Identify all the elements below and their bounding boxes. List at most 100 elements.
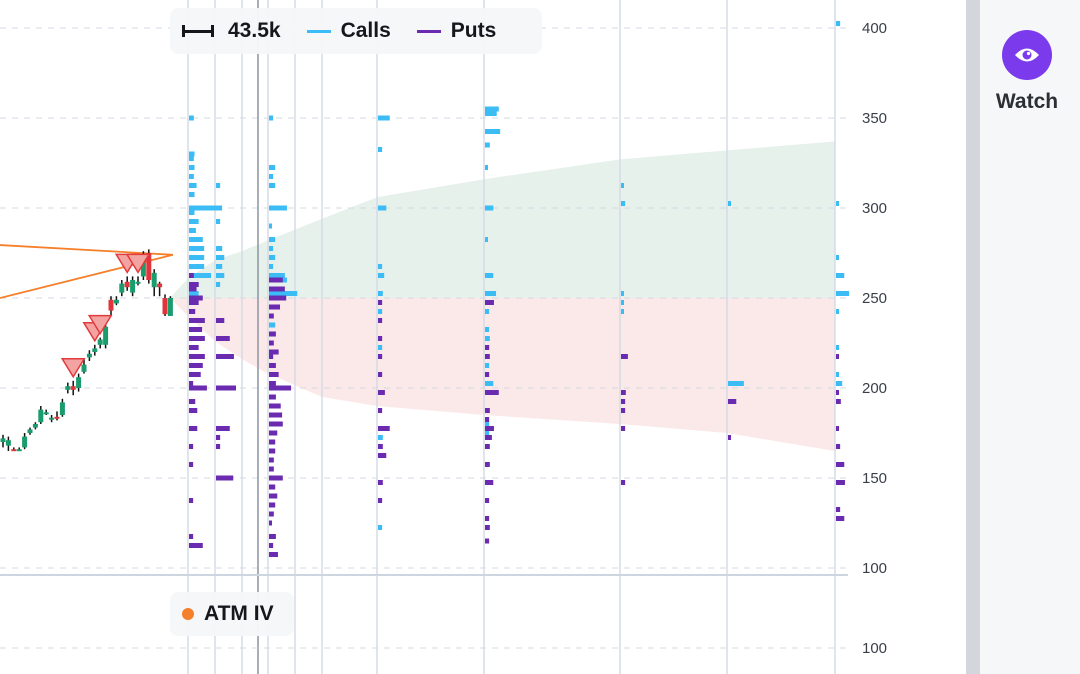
put-volume-bar[interactable] bbox=[216, 354, 234, 359]
call-volume-bar[interactable] bbox=[189, 255, 205, 260]
call-volume-bar[interactable] bbox=[216, 246, 223, 251]
put-volume-bar[interactable] bbox=[269, 412, 283, 418]
put-volume-bar[interactable] bbox=[216, 426, 230, 431]
put-volume-bar[interactable] bbox=[836, 480, 845, 485]
watch-button[interactable] bbox=[1002, 30, 1052, 80]
put-volume-bar[interactable] bbox=[269, 543, 274, 548]
call-volume-bar[interactable] bbox=[836, 273, 845, 278]
call-volume-bar[interactable] bbox=[269, 165, 276, 170]
put-volume-bar[interactable] bbox=[216, 435, 221, 440]
call-volume-bar[interactable] bbox=[378, 264, 383, 269]
put-volume-bar[interactable] bbox=[189, 282, 199, 287]
put-volume-bar[interactable] bbox=[485, 444, 490, 449]
call-volume-bar[interactable] bbox=[189, 192, 195, 197]
put-volume-bar[interactable] bbox=[485, 516, 490, 521]
call-volume-bar[interactable] bbox=[485, 309, 490, 314]
put-volume-bar[interactable] bbox=[378, 318, 383, 323]
calls-legend-label[interactable]: Calls bbox=[340, 19, 391, 42]
put-volume-bar[interactable] bbox=[189, 286, 197, 292]
call-volume-bar[interactable] bbox=[836, 372, 839, 377]
put-volume-bar[interactable] bbox=[269, 511, 274, 517]
call-volume-bar[interactable] bbox=[485, 106, 499, 112]
put-volume-bar[interactable] bbox=[269, 421, 283, 427]
call-volume-bar[interactable] bbox=[189, 183, 197, 188]
call-volume-bar[interactable] bbox=[189, 165, 195, 170]
put-volume-bar[interactable] bbox=[836, 444, 841, 449]
call-volume-bar[interactable] bbox=[216, 219, 221, 224]
call-volume-bar[interactable] bbox=[836, 309, 839, 314]
call-volume-bar[interactable] bbox=[378, 205, 387, 211]
put-volume-bar[interactable] bbox=[189, 462, 194, 467]
call-volume-bar[interactable] bbox=[189, 273, 212, 278]
put-volume-bar[interactable] bbox=[269, 552, 278, 557]
put-volume-bar[interactable] bbox=[269, 430, 278, 436]
put-volume-bar[interactable] bbox=[621, 480, 626, 485]
put-volume-bar[interactable] bbox=[378, 480, 383, 485]
put-volume-bar[interactable] bbox=[216, 318, 225, 323]
put-volume-bar[interactable] bbox=[189, 345, 199, 350]
options-chart[interactable]: 400 350 300 250 200 150 100 100 bbox=[0, 0, 966, 674]
put-volume-bar[interactable] bbox=[269, 394, 276, 400]
put-volume-bar[interactable] bbox=[189, 498, 194, 503]
call-volume-bar[interactable] bbox=[485, 381, 494, 386]
put-volume-bar[interactable] bbox=[189, 273, 194, 278]
put-volume-bar[interactable] bbox=[269, 372, 279, 377]
call-volume-bar[interactable] bbox=[189, 246, 205, 251]
put-volume-bar[interactable] bbox=[378, 390, 385, 395]
put-volume-bar[interactable] bbox=[269, 403, 281, 409]
put-volume-bar[interactable] bbox=[269, 363, 276, 368]
put-volume-bar[interactable] bbox=[485, 480, 494, 485]
put-volume-bar[interactable] bbox=[189, 408, 198, 413]
put-volume-bar[interactable] bbox=[216, 444, 221, 449]
call-volume-bar[interactable] bbox=[269, 246, 274, 251]
call-volume-bar[interactable] bbox=[189, 291, 199, 296]
put-volume-bar[interactable] bbox=[189, 295, 203, 301]
put-volume-bar[interactable] bbox=[485, 435, 492, 440]
put-volume-bar[interactable] bbox=[216, 475, 234, 481]
call-volume-bar[interactable] bbox=[836, 21, 841, 26]
call-volume-bar[interactable] bbox=[378, 309, 383, 314]
put-volume-bar[interactable] bbox=[269, 448, 276, 454]
call-volume-bar[interactable] bbox=[269, 205, 287, 211]
put-volume-bar[interactable] bbox=[378, 453, 387, 458]
put-volume-bar[interactable] bbox=[485, 390, 499, 395]
call-volume-bar[interactable] bbox=[189, 237, 203, 242]
put-volume-bar[interactable] bbox=[378, 354, 383, 359]
put-volume-bar[interactable] bbox=[378, 336, 383, 341]
put-volume-bar[interactable] bbox=[269, 295, 287, 301]
put-volume-bar[interactable] bbox=[189, 318, 205, 323]
call-volume-bar[interactable] bbox=[269, 322, 276, 328]
put-volume-bar[interactable] bbox=[485, 300, 494, 305]
call-volume-bar[interactable] bbox=[485, 111, 497, 116]
put-volume-bar[interactable] bbox=[189, 534, 194, 539]
call-volume-bar[interactable] bbox=[378, 115, 390, 121]
call-volume-bar[interactable] bbox=[189, 264, 205, 269]
put-volume-bar[interactable] bbox=[189, 381, 194, 386]
put-volume-bar[interactable] bbox=[485, 426, 494, 431]
call-volume-bar[interactable] bbox=[836, 201, 839, 206]
put-volume-bar[interactable] bbox=[269, 349, 279, 355]
call-volume-bar[interactable] bbox=[728, 381, 744, 386]
put-volume-bar[interactable] bbox=[621, 399, 626, 404]
put-volume-bar[interactable] bbox=[269, 475, 283, 481]
put-volume-bar[interactable] bbox=[378, 426, 390, 431]
put-volume-bar[interactable] bbox=[189, 543, 203, 548]
call-volume-bar[interactable] bbox=[269, 174, 274, 179]
call-volume-bar[interactable] bbox=[216, 273, 225, 278]
call-volume-bar[interactable] bbox=[378, 273, 385, 278]
put-volume-bar[interactable] bbox=[485, 354, 490, 359]
call-volume-bar[interactable] bbox=[269, 264, 274, 269]
call-volume-bar[interactable] bbox=[189, 151, 195, 157]
put-volume-bar[interactable] bbox=[836, 354, 839, 359]
call-volume-bar[interactable] bbox=[836, 381, 843, 386]
watch-label[interactable]: Watch bbox=[995, 90, 1059, 113]
put-volume-bar[interactable] bbox=[216, 336, 230, 341]
call-volume-bar[interactable] bbox=[485, 336, 490, 341]
put-volume-bar[interactable] bbox=[269, 313, 274, 319]
put-volume-bar[interactable] bbox=[269, 286, 285, 292]
put-volume-bar[interactable] bbox=[189, 399, 196, 404]
put-volume-bar[interactable] bbox=[189, 363, 203, 368]
call-volume-bar[interactable] bbox=[378, 525, 383, 530]
put-volume-bar[interactable] bbox=[378, 300, 383, 305]
put-volume-bar[interactable] bbox=[836, 507, 841, 512]
